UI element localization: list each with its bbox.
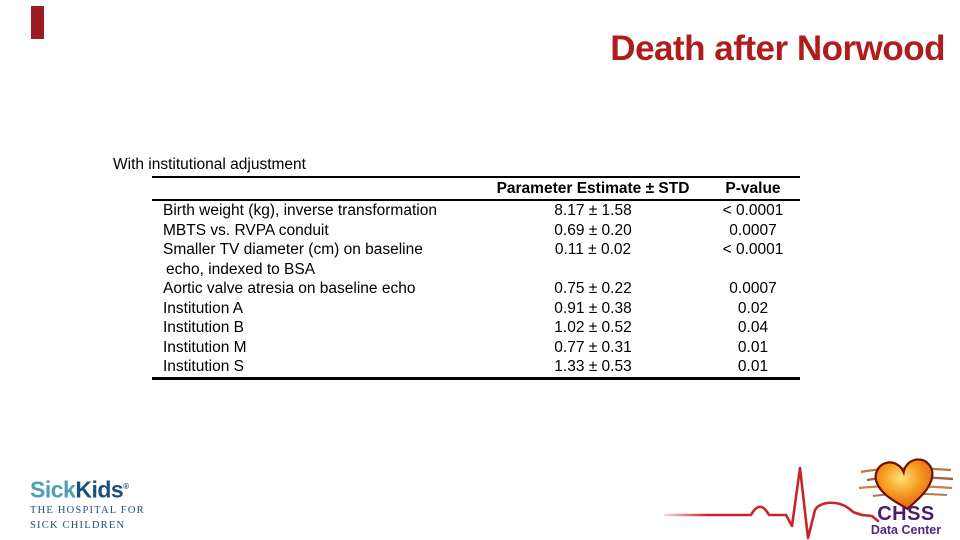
table-caption: With institutional adjustment bbox=[113, 156, 306, 173]
heart-icon bbox=[874, 458, 934, 511]
param-cell: Institution B bbox=[163, 319, 244, 336]
pvalue-cell: 0.04 bbox=[737, 319, 769, 336]
chss-data-center-logo: CHSS Data Center bbox=[858, 458, 954, 537]
sickkids-tagline-line1: THE HOSPITAL FOR bbox=[30, 504, 145, 516]
pvalue-cell: 0.01 bbox=[737, 358, 769, 375]
header-pvalue-cell: P-value bbox=[725, 180, 781, 197]
estimate-cell: 8.17 ± 1.58 bbox=[554, 202, 632, 219]
param-cell: Institution S bbox=[163, 358, 244, 375]
estimate-cell: 0.69 ± 0.20 bbox=[554, 221, 632, 239]
chss-subtitle-text: Data Center bbox=[871, 523, 941, 537]
estimate-cell: 1.02 ± 0.52 bbox=[554, 319, 632, 336]
table-row: Institution B 1.02 ± 0.52 0.04 bbox=[152, 318, 800, 338]
param-cell: MBTS vs. RVPA conduit bbox=[163, 221, 329, 239]
sickkids-wordmark: SickKids® bbox=[30, 474, 145, 503]
param-cell: Institution M bbox=[163, 338, 247, 356]
param-cell: Birth weight (kg), inverse transformatio… bbox=[163, 202, 437, 219]
estimate-cell: 0.75 ± 0.22 bbox=[554, 280, 632, 297]
chss-name-text: CHSS bbox=[877, 503, 935, 525]
estimate-cell: 0.77 ± 0.31 bbox=[554, 338, 632, 356]
table-row: Institution M 0.77 ± 0.31 0.01 bbox=[152, 338, 800, 358]
param-cell: Smaller TV diameter (cm) on baseline echo… bbox=[163, 241, 423, 278]
page-title: Death after Norwood bbox=[610, 29, 945, 68]
table-row: Smaller TV diameter (cm) on baseline echo… bbox=[152, 240, 800, 279]
table-row: Institution S 1.33 ± 0.53 0.01 bbox=[152, 357, 800, 377]
table-row: Birth weight (kg), inverse transformatio… bbox=[152, 201, 800, 221]
header-estimate-cell: Parameter Estimate ± STD bbox=[496, 180, 690, 197]
pvalue-cell: 0.01 bbox=[737, 338, 769, 356]
param-cell: Institution A bbox=[163, 299, 244, 317]
pvalue-cell: < 0.0001 bbox=[722, 241, 784, 258]
estimate-cell: 0.91 ± 0.38 bbox=[554, 299, 632, 317]
header-parameter-cell bbox=[152, 178, 480, 199]
sickkids-word-kids: Kids bbox=[75, 476, 124, 503]
estimate-cell: 1.33 ± 0.53 bbox=[554, 358, 632, 375]
ekg-heartbeat-icon bbox=[663, 466, 880, 540]
registered-mark-icon: ® bbox=[123, 482, 129, 491]
results-table: Parameter Estimate ± STD P-value Birth w… bbox=[152, 176, 800, 380]
sickkids-word-sick: Sick bbox=[30, 476, 76, 503]
pvalue-cell: 0.02 bbox=[737, 299, 769, 317]
estimate-cell: 0.11 ± 0.02 bbox=[554, 241, 632, 258]
pvalue-cell: 0.0007 bbox=[729, 280, 777, 297]
pvalue-cell: 0.0007 bbox=[729, 221, 777, 239]
param-cell: Aortic valve atresia on baseline echo bbox=[163, 280, 416, 297]
table-row: Institution A 0.91 ± 0.38 0.02 bbox=[152, 299, 800, 319]
sickkids-tagline-line2: SICK CHILDREN bbox=[30, 519, 126, 531]
table-row: Aortic valve atresia on baseline echo 0.7… bbox=[152, 279, 800, 299]
accent-bar bbox=[31, 6, 44, 39]
sickkids-logo: SickKids® THE HOSPITAL FOR SICK CHILDREN bbox=[30, 474, 145, 533]
table-body: Birth weight (kg), inverse transformatio… bbox=[152, 201, 800, 377]
pvalue-cell: < 0.0001 bbox=[722, 202, 784, 219]
table-row: MBTS vs. RVPA conduit 0.69 ± 0.20 0.0007 bbox=[152, 221, 800, 241]
table-header-row: Parameter Estimate ± STD P-value bbox=[152, 178, 800, 201]
